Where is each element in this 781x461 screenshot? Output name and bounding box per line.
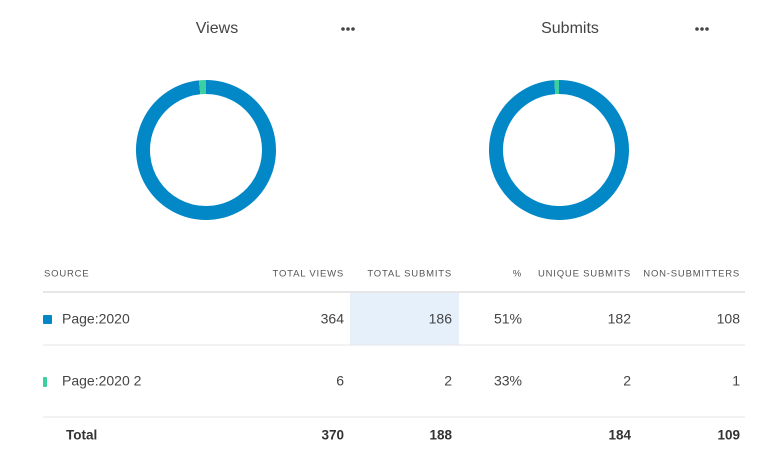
legend-swatch [43,377,47,387]
column-header: NON-SUBMITTERS [643,269,740,280]
menu-button[interactable] [341,27,355,31]
table-cell: 108 [717,311,741,327]
column-header: SOURCE [44,269,89,280]
cell-highlight [350,293,459,345]
chart-title: Views [196,20,238,37]
table-cell: 51% [494,311,522,327]
source-label: Page:2020 2 [62,373,142,389]
total-cell: 188 [429,428,452,443]
donut-segment [136,80,276,220]
column-header: % [513,269,522,280]
table-cell: 182 [608,311,632,327]
total-label: Total [66,428,97,443]
table-cell: 1 [732,373,740,389]
table-cell: 186 [429,311,453,327]
table-cell: 364 [321,311,345,327]
total-cell: 184 [608,428,631,443]
donut-segment [489,80,629,220]
column-header: TOTAL SUBMITS [367,269,452,280]
chart-title: Submits [541,20,599,37]
table-cell: 2 [623,373,631,389]
total-cell: 109 [717,428,740,443]
source-label: Page:2020 [62,311,130,327]
menu-button[interactable] [695,27,709,31]
total-cell: 370 [321,428,344,443]
table-cell: 2 [444,373,452,389]
table-cell: 33% [494,373,522,389]
table-cell: 6 [336,373,344,389]
legend-swatch [43,315,52,324]
column-header: UNIQUE SUBMITS [538,269,631,280]
column-header: TOTAL VIEWS [273,269,344,280]
